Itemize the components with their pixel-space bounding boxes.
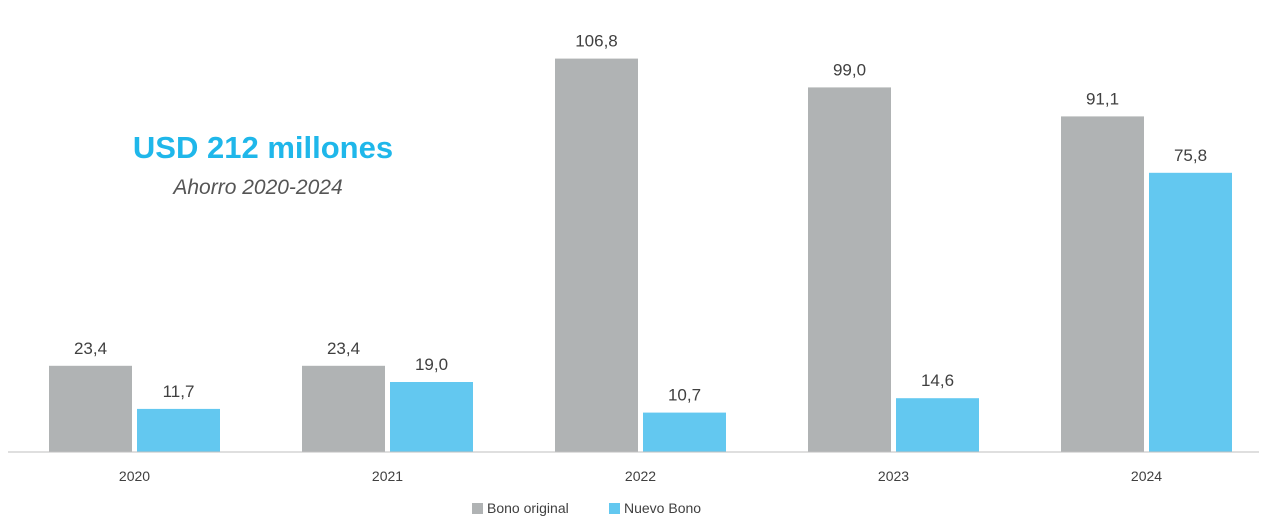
bar-bono-original-2023 [808, 87, 891, 453]
value-label-nuevo-bono-2023: 14,6 [921, 371, 954, 390]
value-label-bono-original-2024: 91,1 [1086, 89, 1119, 108]
value-label-nuevo-bono-2021: 19,0 [415, 355, 448, 374]
category-labels-layer: 2020 2021 2022 2023 2024 [119, 468, 1162, 484]
bar-nuevo-bono-2022 [643, 412, 726, 452]
bar-nuevo-bono-2023 [896, 398, 979, 452]
value-label-bono-original-2021: 23,4 [327, 339, 360, 358]
bar-nuevo-bono-2021 [390, 382, 473, 452]
value-label-bono-original-2022: 106,8 [575, 32, 618, 51]
x-tick-label-2024: 2024 [1131, 468, 1162, 484]
x-tick-label-2020: 2020 [119, 468, 150, 484]
bar-nuevo-bono-2024 [1149, 172, 1232, 453]
x-tick-label-2022: 2022 [625, 468, 656, 484]
value-labels-layer: 23,4 11,7 23,4 19,0 106,8 10,7 99,0 14,6 91,1 75,… [74, 32, 1207, 405]
value-label-nuevo-bono-2024: 75,8 [1174, 146, 1207, 165]
bar-bono-original-2020 [49, 365, 132, 452]
value-label-nuevo-bono-2020: 11,7 [163, 382, 195, 401]
legend-swatch-bono-original [472, 503, 483, 514]
subheadline-savings-period: Ahorro 2020-2024 [171, 176, 342, 199]
value-label-nuevo-bono-2022: 10,7 [668, 386, 701, 405]
legend-swatch-nuevo-bono [609, 503, 620, 514]
legend: Bono original Nuevo Bono [472, 500, 701, 516]
legend-label-bono-original: Bono original [487, 500, 569, 516]
headline-total-savings: USD 212 millones [133, 130, 393, 165]
bar-bono-original-2022 [555, 58, 638, 452]
value-label-bono-original-2023: 99,0 [833, 60, 866, 79]
bar-bono-original-2024 [1061, 116, 1144, 453]
bars-layer [49, 58, 1232, 453]
x-tick-label-2023: 2023 [878, 468, 909, 484]
legend-label-nuevo-bono: Nuevo Bono [624, 500, 701, 516]
value-label-bono-original-2020: 23,4 [74, 339, 107, 358]
bar-bono-original-2021 [302, 365, 385, 452]
bar-nuevo-bono-2020 [137, 408, 220, 452]
x-tick-label-2021: 2021 [372, 468, 403, 484]
